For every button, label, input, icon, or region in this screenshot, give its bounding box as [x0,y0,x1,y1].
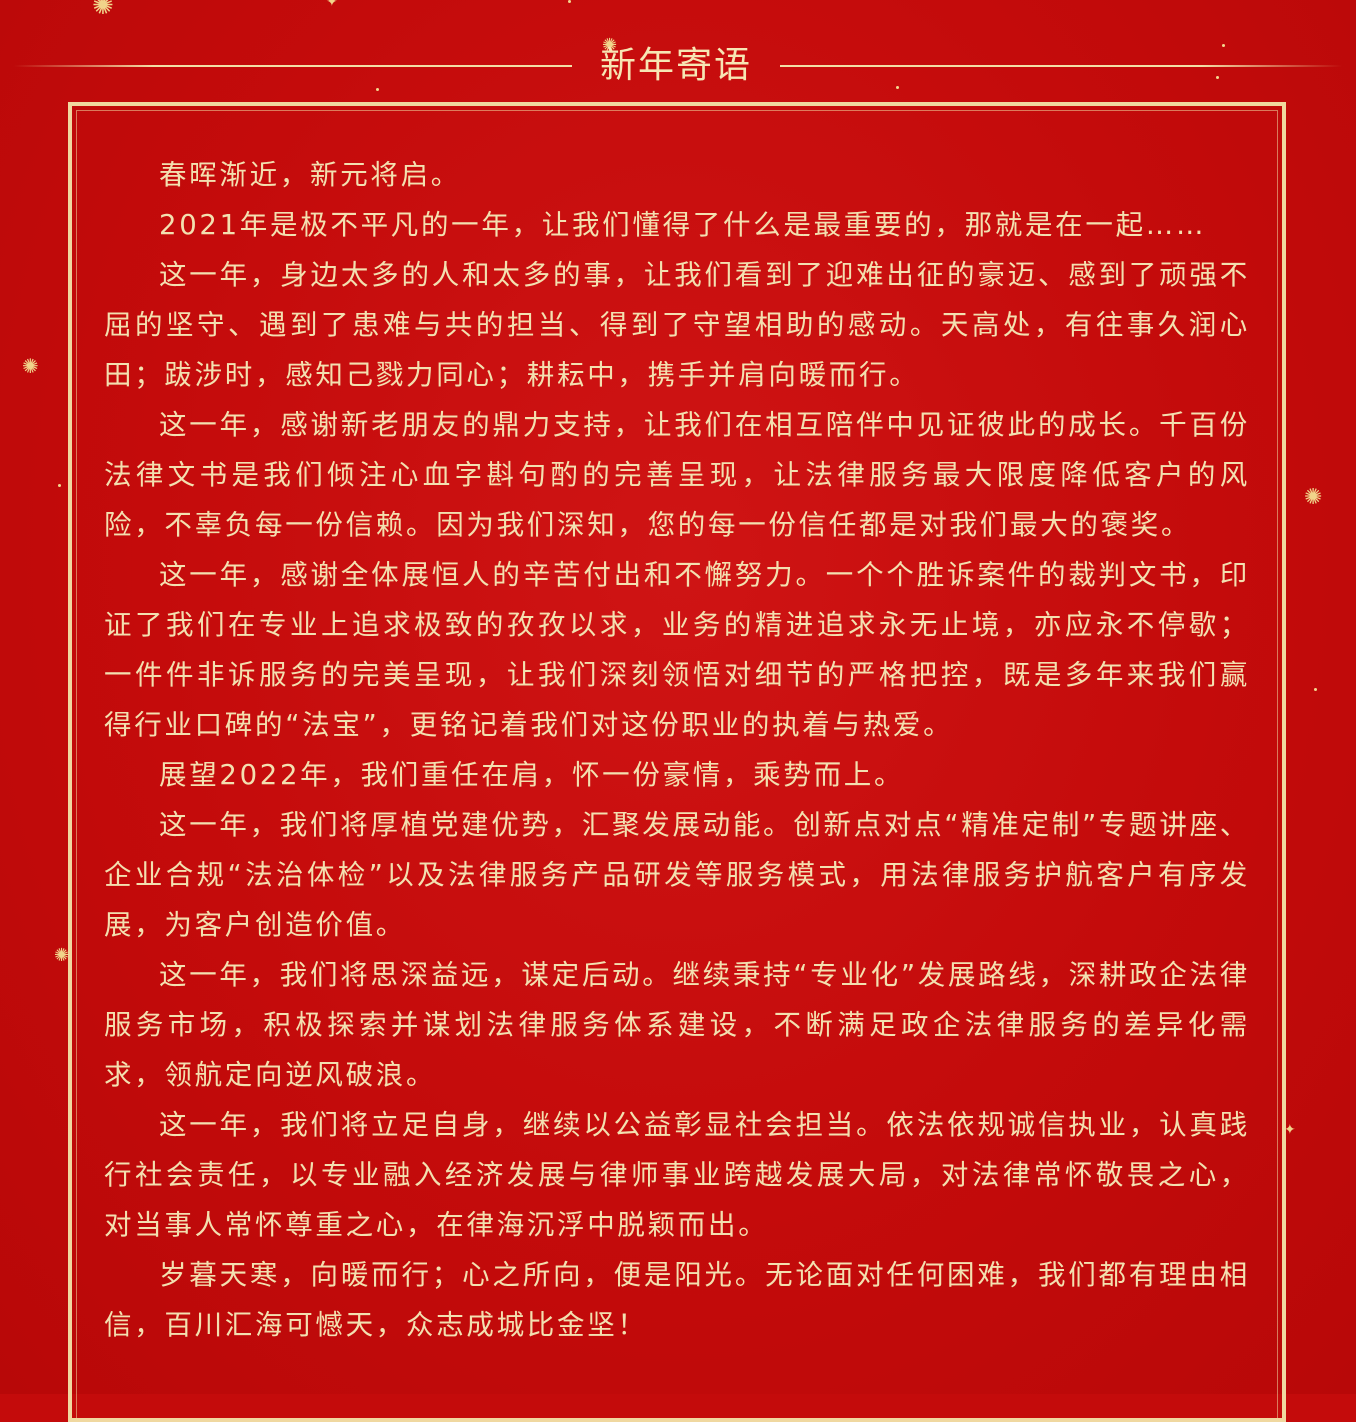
sparkle-dot [568,0,571,3]
title-divider-left [14,65,572,67]
paragraph: 2021年是极不平凡的一年，让我们懂得了什么是最重要的，那就是在一起…… [159,209,1207,241]
paragraph: 这一年，我们将立足自身，继续以公益彰显社会担当。依法依规诚信执业，认真践行社会责… [104,1109,1250,1241]
paragraph: 展望2022年，我们重任在肩，怀一份豪情，乘势而上。 [159,759,905,791]
title-divider-right [780,65,1342,67]
sparkle-dot [1216,76,1219,79]
sparkle-dot [896,86,899,89]
sparkle-dot [376,88,379,91]
paragraph: 这一年，我们将思深益远，谋定后动。继续秉持“专业化”发展路线，深耕政企法律服务市… [104,959,1250,1091]
firework-sparkle-icon: ✺ [22,354,39,378]
paragraph: 岁暮天寒，向暖而行；心之所向，便是阳光。无论面对任何困难，我们都有理由相信，百川… [104,1259,1250,1341]
firework-sparkle-icon: ✦ [1284,1122,1296,1138]
paragraph: 这一年，身边太多的人和太多的事，让我们看到了迎难出征的豪迈、感到了顽强不屈的坚守… [104,259,1250,391]
letter-body: 春晖渐近，新元将启。 2021年是极不平凡的一年，让我们懂得了什么是最重要的，那… [104,150,1250,1350]
sparkle-dot [1314,688,1317,691]
sparkle-dot [58,484,61,487]
paragraph: 这一年，感谢新老朋友的鼎力支持，让我们在相互陪伴中见证彼此的成长。千百份法律文书… [104,409,1250,541]
firework-sparkle-icon: ✦ [326,0,338,10]
sparkle-dot [1222,44,1225,47]
paragraph: 春晖渐近，新元将启。 [159,159,461,191]
page-title: 新年寄语 [599,45,752,86]
firework-sparkle-icon: ✺ [1304,485,1323,510]
firework-sparkle-icon: ✺ [602,35,618,56]
paragraph: 这一年，感谢全体展恒人的辛苦付出和不懈努力。一个个胜诉案件的裁判文书，印证了我们… [104,559,1250,741]
paragraph: 这一年，我们将厚植党建优势，汇聚发展动能。创新点对点“精准定制”专题讲座、企业合… [104,809,1250,941]
firework-sparkle-icon: ✺ [92,0,114,21]
section-header: 新年寄语 [0,40,1356,92]
firework-sparkle-icon: ✺ [54,945,70,966]
